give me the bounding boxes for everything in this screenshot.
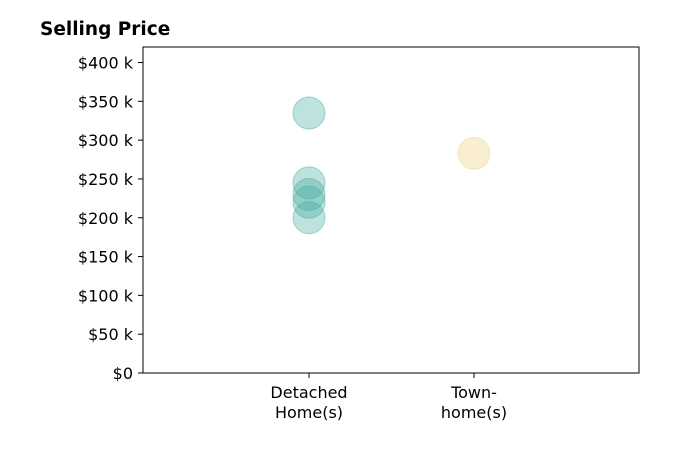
x-tick-label: Home(s) xyxy=(275,403,343,422)
y-tick-label: $250 k xyxy=(78,170,134,189)
y-tick-label: $100 k xyxy=(78,286,134,305)
data-point xyxy=(292,166,326,200)
data-point xyxy=(292,177,326,211)
data-point xyxy=(292,201,326,235)
data-point xyxy=(292,96,326,130)
x-tick-label: Detached xyxy=(270,383,347,402)
chart-marks xyxy=(292,96,491,235)
data-point xyxy=(457,136,491,170)
y-tick-label: $0 xyxy=(113,364,133,383)
y-tick-label: $50 k xyxy=(88,325,134,344)
chart-title: Selling Price xyxy=(40,19,170,40)
x-tick-label: Town- xyxy=(450,383,497,402)
y-tick-label: $150 k xyxy=(78,248,134,267)
y-tick-label: $400 k xyxy=(78,54,134,73)
y-axis: $0 $50 k $100 k $150 k $200 k $250 k $300 k $35… xyxy=(78,54,143,383)
x-tick-label: home(s) xyxy=(441,403,507,422)
y-tick-label: $350 k xyxy=(78,92,134,111)
y-tick-label: $300 k xyxy=(78,131,134,150)
data-point xyxy=(292,185,326,219)
plot-frame xyxy=(142,46,640,374)
y-tick-label: $200 k xyxy=(78,209,134,228)
